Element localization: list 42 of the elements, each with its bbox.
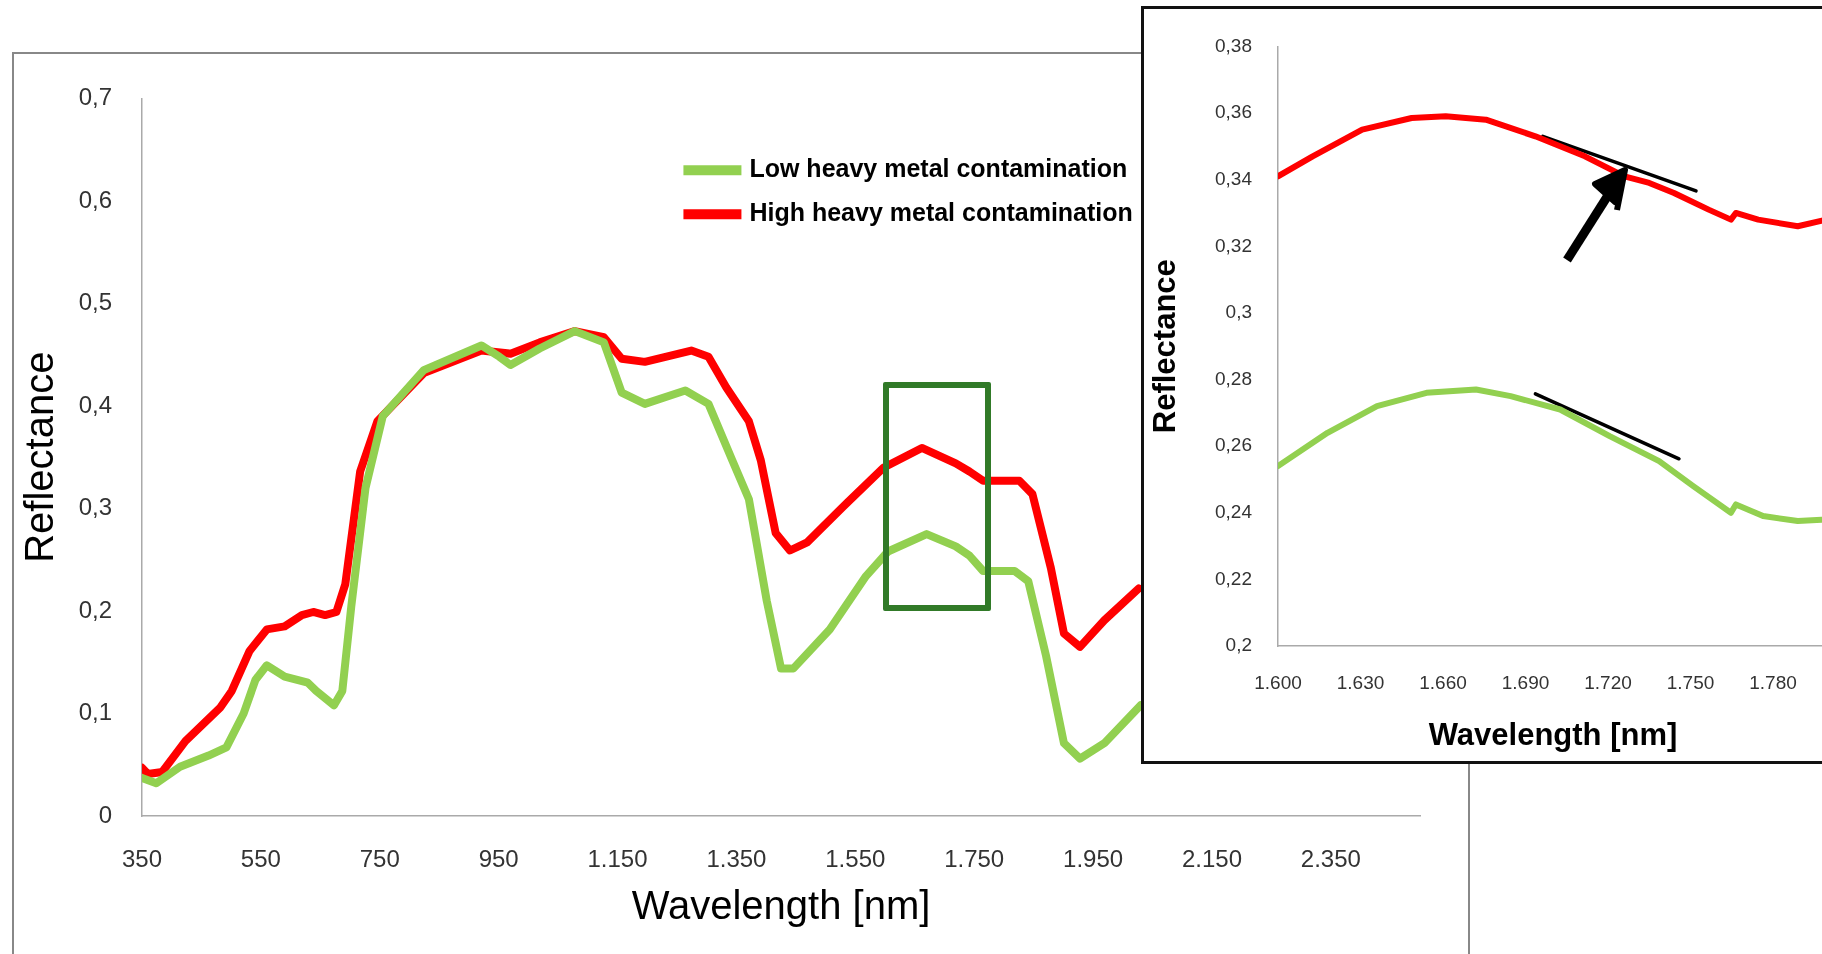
y-tick-label: 0,36 bbox=[1215, 101, 1252, 123]
legend-label: Low heavy metal contamination bbox=[749, 154, 1128, 183]
y-tick-label: 0,2 bbox=[78, 595, 112, 623]
x-tick-label: 1.550 bbox=[825, 845, 886, 873]
x-tick-label: 350 bbox=[121, 845, 163, 873]
x-tick-label: 950 bbox=[478, 845, 519, 873]
x-tick-label: 1.660 bbox=[1419, 671, 1467, 693]
x-tick-label: 750 bbox=[359, 845, 400, 873]
y-tick-label: 0,32 bbox=[1215, 234, 1252, 256]
x-tick-label: 1.950 bbox=[1063, 845, 1124, 873]
x-tick-label: 2.150 bbox=[1181, 845, 1242, 873]
x-tick-label: 1.690 bbox=[1501, 671, 1550, 693]
y-tick-label: 0,38 bbox=[1215, 34, 1252, 56]
x-tick-label: 1.600 bbox=[1254, 671, 1302, 693]
y-axis-title: Reflectance bbox=[1147, 259, 1183, 434]
y-axis-title: Reflectance bbox=[17, 351, 62, 563]
x-tick-label: 1.350 bbox=[706, 845, 767, 873]
x-axis-title: Wavelength [nm] bbox=[631, 883, 931, 928]
y-tick-label: 0,3 bbox=[1225, 301, 1252, 323]
x-tick-label: 1.150 bbox=[587, 845, 648, 873]
legend-label: High heavy metal contamination bbox=[749, 198, 1133, 227]
x-tick-label: 1.750 bbox=[1666, 671, 1715, 693]
x-tick-label: 2.350 bbox=[1300, 845, 1361, 873]
x-tick-label: 1.720 bbox=[1584, 671, 1632, 693]
x-tick-label: 550 bbox=[240, 845, 281, 873]
y-tick-label: 0,2 bbox=[1225, 634, 1252, 656]
y-tick-label: 0,26 bbox=[1215, 434, 1252, 456]
x-tick-label: 1.630 bbox=[1336, 671, 1385, 693]
y-tick-label: 0,24 bbox=[1215, 500, 1253, 522]
y-tick-label: 0,5 bbox=[78, 288, 112, 316]
x-axis-title: Wavelength [nm] bbox=[1428, 716, 1678, 752]
x-tick-label: 1.780 bbox=[1749, 671, 1797, 693]
y-tick-label: 0,7 bbox=[78, 83, 112, 111]
y-tick-label: 0,22 bbox=[1215, 567, 1252, 589]
y-tick-label: 0,28 bbox=[1215, 367, 1252, 389]
y-tick-label: 0 bbox=[98, 800, 112, 828]
y-tick-label: 0,6 bbox=[78, 185, 112, 213]
x-tick-label: 1.750 bbox=[944, 845, 1005, 873]
y-tick-label: 0,3 bbox=[78, 493, 112, 521]
y-tick-label: 0,1 bbox=[78, 698, 112, 726]
y-tick-label: 0,34 bbox=[1215, 167, 1253, 189]
y-tick-label: 0,4 bbox=[78, 390, 112, 418]
